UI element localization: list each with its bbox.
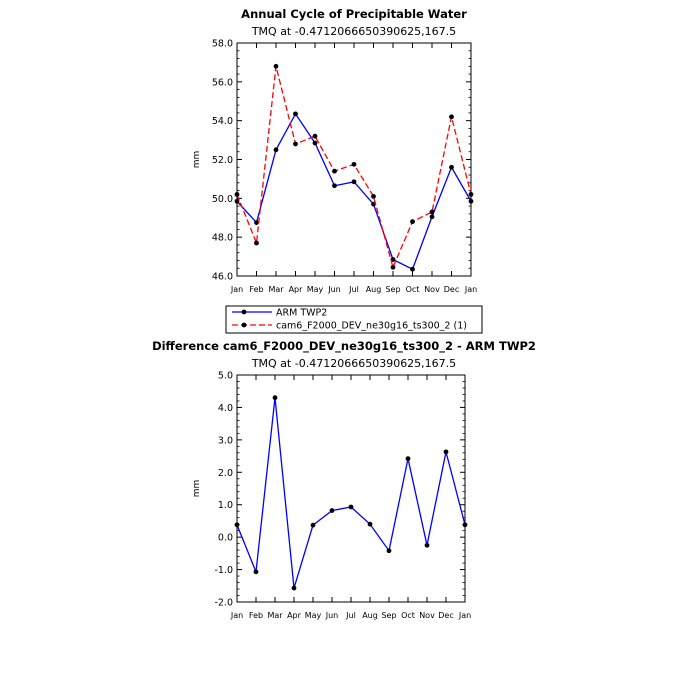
chart1-series-1-point [468, 198, 474, 204]
chart1-series-1-point [332, 183, 337, 189]
chart1-ytick-label: 48.0 [212, 233, 233, 244]
chart1-title: Annual Cycle of Precipitable Water [241, 7, 467, 21]
chart2-ytick-label: 4.0 [218, 403, 233, 414]
chart1-series-2-point [351, 161, 357, 167]
chart1-plot: 46.0 48.0 50.0 52.0 54.0 56.0 58.0 Jan Feb Mar Apr… [192, 39, 477, 295]
chart1-xtick-label: Jun [327, 285, 341, 294]
chart2-series-1-point [272, 395, 278, 401]
chart1-series-2-point [390, 264, 396, 270]
chart2-series-1-point [253, 569, 259, 575]
chart1-xtick-label: Jul [348, 285, 359, 294]
chart2-xtick-label: Sep [381, 611, 396, 620]
chart1-series-2-point [429, 209, 435, 215]
chart1-legend: ARM TWP2 cam6_F2000_DEV_ne30g16_ts300_2 (… [225, 305, 483, 334]
chart2-ytick-label: 5.0 [218, 371, 233, 382]
chart1-series-1-point [449, 164, 454, 170]
chart1-subtitle: TMQ at -0.4712066650390625,167.5 [251, 25, 456, 38]
chart2-xtick-label: Nov [419, 611, 435, 620]
chart1-series-2-point [468, 192, 474, 197]
chart2-xtick-label: Jun [325, 611, 339, 620]
chart2-title: Difference cam6_F2000_DEV_ne30g16_ts300_… [152, 339, 536, 354]
chart1-ytick-label: 50.0 [212, 194, 233, 205]
chart1-xtick-label: Apr [289, 285, 304, 294]
chart1-series-1-point [429, 214, 435, 220]
chart2-xtick-label: Aug [362, 611, 378, 620]
chart2-xtick-label: Jan [230, 611, 243, 620]
chart1-xtick-label: Jan [464, 285, 477, 294]
chart2-xtick-label: Feb [249, 611, 263, 620]
chart1-series-2-point [371, 193, 376, 199]
chart1-series-1-point [254, 220, 259, 226]
chart1-ytick-label: 52.0 [212, 155, 233, 166]
chart2-series-1-point [443, 449, 449, 455]
chart1-ylabel: mm [192, 151, 202, 169]
chart1-series-2-point [332, 168, 337, 174]
chart2-frame [236, 374, 466, 603]
chart2-subtitle: TMQ at -0.4712066650390625,167.5 [251, 357, 456, 370]
legend-marker-1 [241, 309, 247, 315]
chart1-xtick-label: Jan [230, 285, 243, 294]
chart1-series-2-point [273, 63, 279, 69]
chart1-xtick-label: Aug [366, 285, 382, 294]
chart2-series-1-point [424, 542, 430, 548]
chart2-ytick-label: 0.0 [218, 533, 233, 544]
chart2-series-1-point [405, 456, 411, 462]
chart1-ytick-label: 58.0 [212, 39, 233, 50]
chart2-xtick-label: Jul [345, 611, 356, 620]
chart1-xtick-label: Mar [268, 285, 284, 294]
chart1-xtick-label: Sep [385, 285, 400, 294]
chart1-ytick-label: 46.0 [212, 272, 233, 283]
chart1-xtick-label: May [307, 285, 324, 294]
chart1-ytick-label: 54.0 [212, 116, 233, 127]
chart2-xtick-label: Apr [287, 611, 302, 620]
chart1-series-2-point [254, 240, 259, 246]
chart1-series-1-point [410, 266, 415, 272]
chart2-xtick-label: Mar [267, 611, 283, 620]
chart1-series-1-point [351, 179, 357, 185]
chart1-series-2-point [312, 133, 318, 139]
chart1-series-1-point [234, 198, 240, 204]
chart2-series-1-point [348, 504, 354, 510]
chart2-ytick-label: 3.0 [218, 435, 233, 446]
chart1-xtick-label: Nov [424, 285, 440, 294]
chart2-series-1-point [234, 522, 240, 528]
chart2-xtick-label: Dec [438, 611, 453, 620]
chart2-ytick-label: 2.0 [218, 468, 233, 479]
chart2-series-1-point [462, 522, 468, 528]
chart1-series-1-point [293, 111, 298, 117]
chart2-xtick-label: Oct [401, 611, 415, 620]
chart1-ytick-label: 56.0 [212, 77, 233, 88]
chart2-ytick-label: -1.0 [214, 565, 233, 576]
chart1-xtick-label: Oct [406, 285, 420, 294]
legend-box [225, 305, 483, 334]
chart2-ylabel: mm [192, 480, 202, 498]
chart2-plot: -2.0 -1.0 0.0 1.0 2.0 3.0 4.0 5.0 Jan Feb Mar Apr Ma… [192, 371, 471, 621]
chart1-series-2-point [234, 192, 240, 197]
chart2-series-1-point [329, 508, 335, 513]
chart2-series-1-line [236, 397, 466, 589]
chart1-series-1-point [312, 140, 318, 146]
chart2-ytick-label: 1.0 [218, 500, 233, 511]
legend-label-2: cam6_F2000_DEV_ne30g16_ts300_2 (1) [276, 321, 467, 332]
legend-label-1: ARM TWP2 [276, 308, 327, 319]
chart2-series-1-point [386, 548, 392, 554]
chart2-series-1-point [367, 521, 373, 527]
chart1-series-2-point [293, 141, 298, 147]
legend-marker-2 [241, 322, 247, 328]
chart1-series-2-point [410, 219, 415, 225]
chart1-series-1-point [273, 147, 279, 153]
chart2-xtick-label: May [305, 611, 322, 620]
chart2-ytick-label: -2.0 [214, 598, 233, 609]
chart2-series-1-point [310, 522, 316, 528]
chart2-series-1-point [291, 585, 297, 591]
chart1-xtick-label: Dec [444, 285, 459, 294]
chart2-xtick-label: Jan [458, 611, 471, 620]
chart1-xtick-label: Feb [249, 285, 263, 294]
chart1-frame [236, 42, 472, 277]
chart1-series-2-point [449, 114, 454, 120]
